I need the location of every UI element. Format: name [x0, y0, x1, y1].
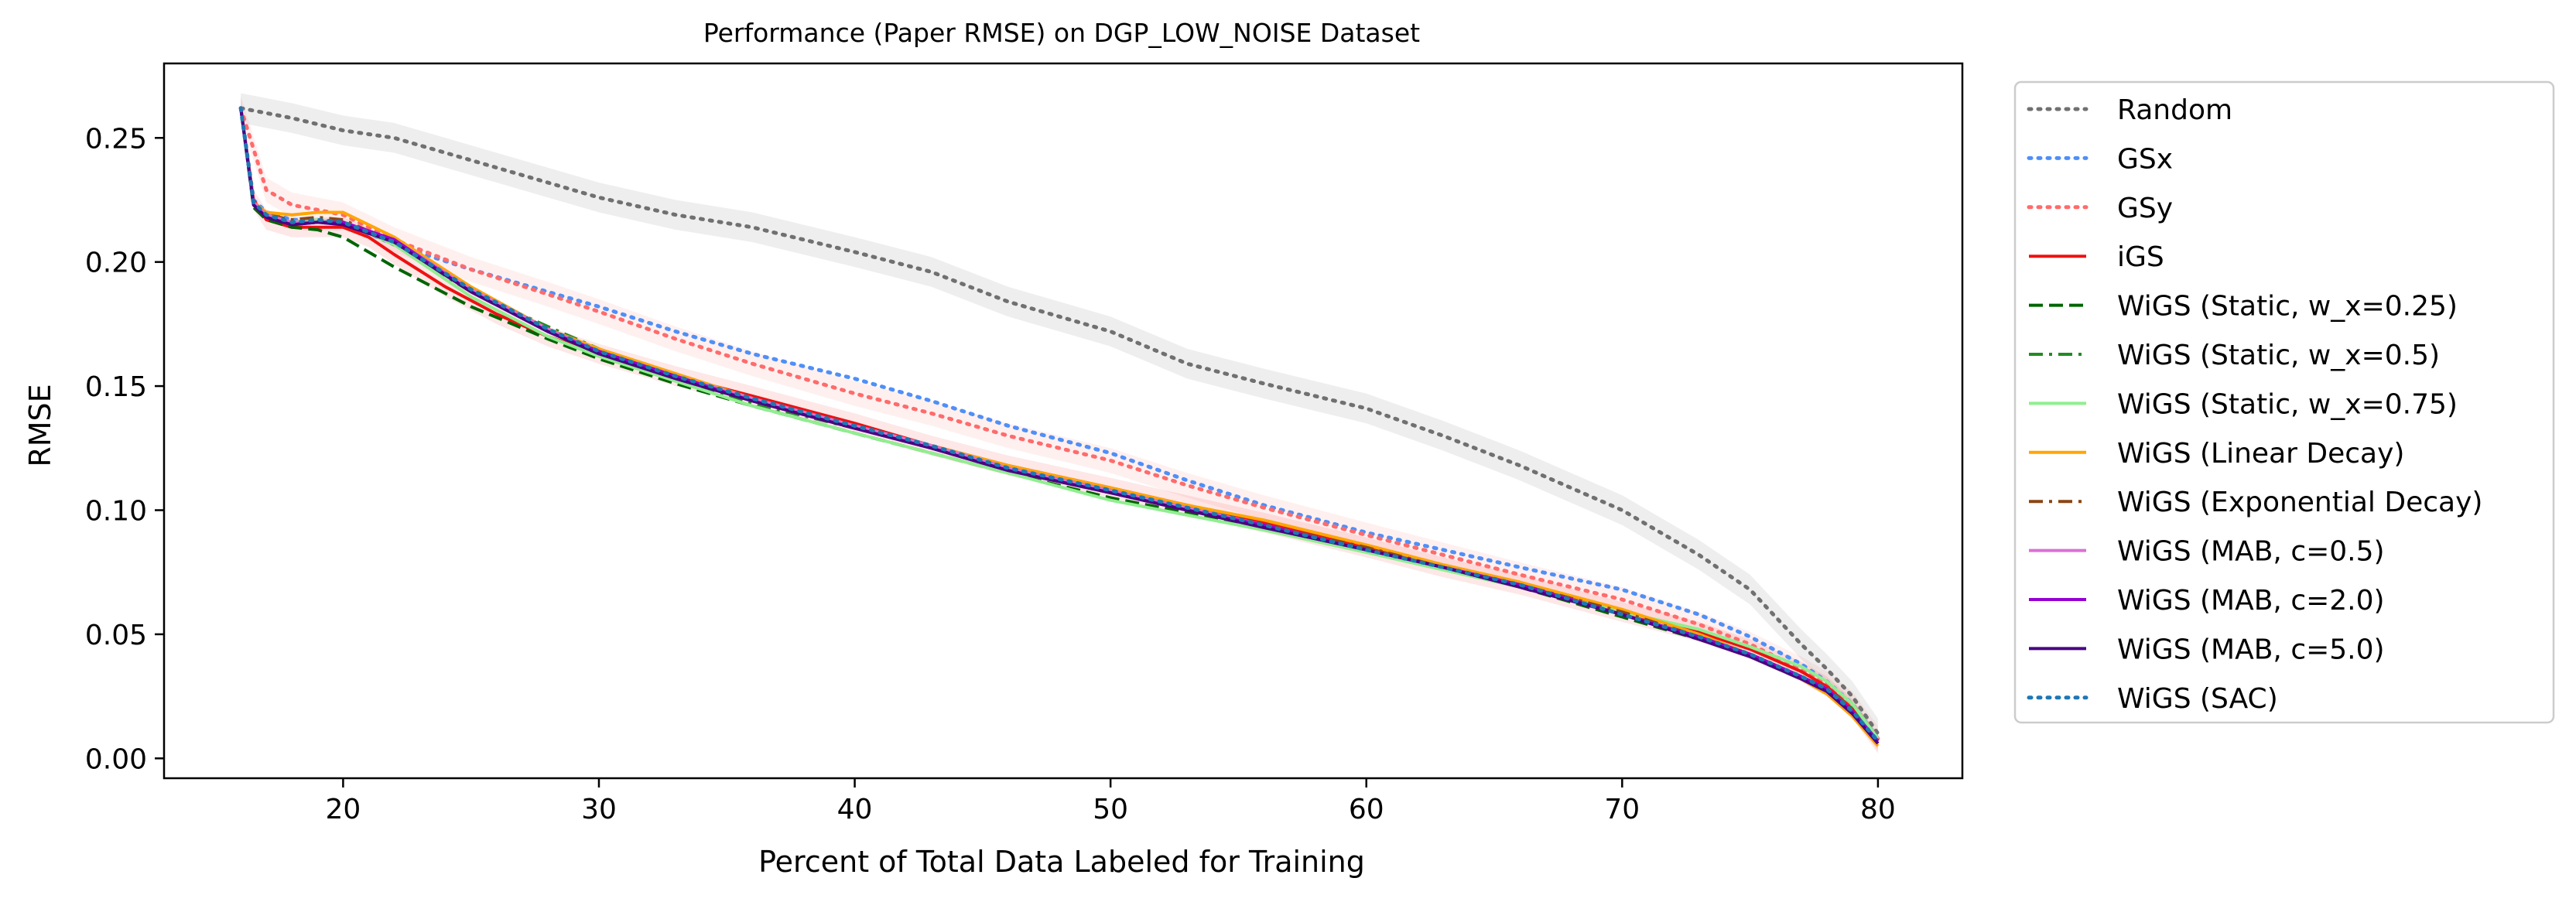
x-tick-label: 30: [581, 794, 617, 825]
x-tick-label: 70: [1604, 794, 1640, 825]
legend-label: GSx: [2117, 143, 2173, 175]
x-tick-label: 20: [326, 794, 361, 825]
legend-label: WiGS (MAB, c=2.0): [2117, 585, 2385, 617]
legend: Random GSx GSy iGS WiGS (Static, w_x=0.25) Wi…: [2013, 80, 2555, 724]
y-axis-ticks: 0.00 0.05 0.10 0.15 0.20 0.25: [85, 123, 164, 775]
y-tick-label: 0.15: [85, 371, 147, 403]
legend-label: WiGS (MAB, c=5.0): [2117, 634, 2385, 665]
legend-box: [2013, 80, 2555, 724]
y-tick-label: 0.05: [85, 620, 147, 651]
legend-label: WiGS (Linear Decay): [2117, 438, 2404, 470]
y-tick-label: 0.20: [85, 248, 147, 279]
x-tick-label: 40: [837, 794, 873, 825]
x-axis-label: Percent of Total Data Labeled for Traini…: [758, 845, 1365, 879]
series-line-0: [238, 106, 1880, 736]
x-tick-label: 60: [1349, 794, 1384, 825]
legend-label: Random: [2117, 94, 2232, 126]
y-tick-label: 0.00: [85, 743, 147, 775]
y-axis-label: RMSE: [23, 384, 57, 466]
legend-label: WiGS (Exponential Decay): [2117, 487, 2482, 518]
x-tick-label: 80: [1860, 794, 1896, 825]
x-axis-ticks: 20 30 40 50 60 70 80: [326, 778, 1896, 825]
chart-title: Performance (Paper RMSE) on DGP_LOW_NOIS…: [703, 18, 1420, 48]
x-tick-label: 50: [1093, 794, 1128, 825]
series-lines: [238, 106, 1880, 747]
legend-label: WiGS (Static, w_x=0.5): [2117, 340, 2440, 371]
plot-frame: [162, 62, 1964, 780]
legend-label: WiGS (Static, w_x=0.25): [2117, 291, 2458, 323]
series-line-11: [239, 108, 1880, 745]
legend-label: WiGS (MAB, c=0.5): [2117, 536, 2385, 568]
y-tick-label: 0.10: [85, 496, 147, 528]
legend-label: iGS: [2117, 241, 2164, 273]
legend-label: GSy: [2117, 193, 2173, 224]
series-line-12: [238, 106, 1880, 743]
legend-label: WiGS (Static, w_x=0.75): [2117, 388, 2458, 420]
series-line-2: [238, 106, 1880, 741]
legend-label: WiGS (SAC): [2117, 683, 2278, 715]
y-tick-label: 0.25: [85, 123, 147, 155]
